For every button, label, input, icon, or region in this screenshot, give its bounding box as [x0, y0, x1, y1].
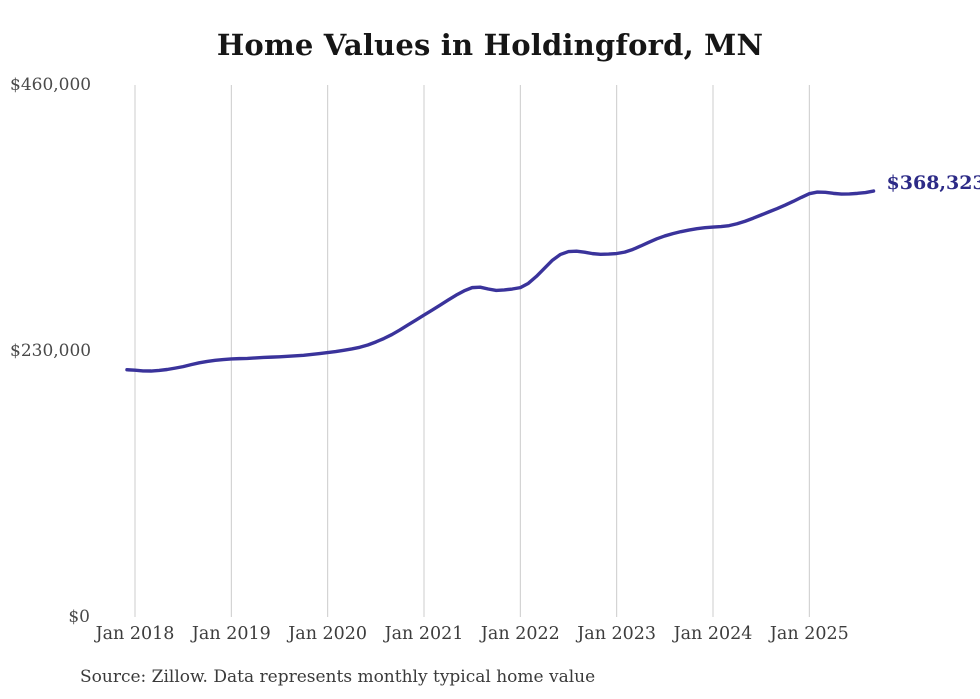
chart-title: Home Values in Holdingford, MN	[216, 28, 764, 62]
x-axis-tick-label: Jan 2021	[384, 624, 464, 644]
home-value-line	[125, 189, 876, 373]
source-note: Source: Zillow. Data represents monthly …	[80, 667, 596, 687]
x-axis-tick-label: Jan 2022	[480, 624, 560, 644]
x-axis-tick-label: Jan 2020	[288, 624, 368, 644]
y-axis-tick-label: $230,000	[10, 341, 92, 361]
x-axis-tick-label: Jan 2019	[191, 624, 271, 644]
y-axis-tick-label: $460,000	[10, 75, 92, 95]
x-axis-tick-label: Jan 2024	[673, 624, 753, 644]
x-axis-tick-label: Jan 2018	[95, 624, 175, 644]
current-value-label: $368,323	[886, 172, 980, 195]
x-axis-tick-label: Jan 2023	[577, 624, 657, 644]
y-axis-tick-label: $0	[68, 607, 90, 627]
x-axis-tick-label: Jan 2025	[769, 624, 849, 644]
